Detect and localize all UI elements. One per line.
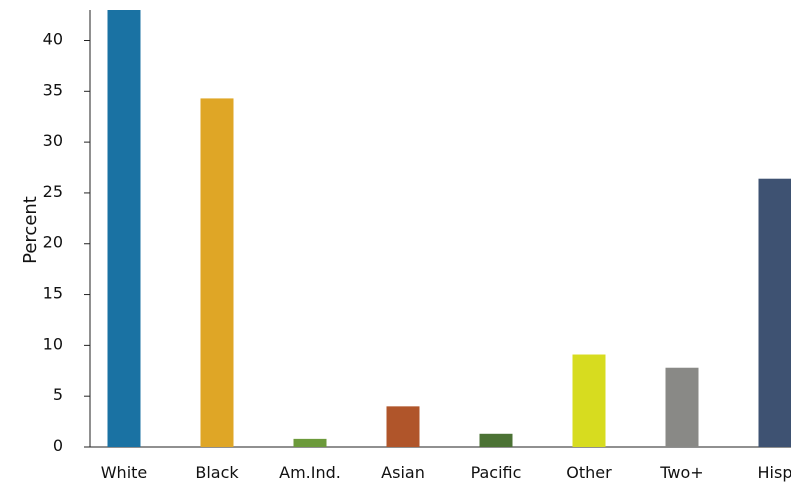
x-category-label: Hisp: [758, 463, 791, 482]
x-category-label: Pacific: [471, 463, 522, 482]
bar-pacific: [480, 434, 513, 447]
y-tick-label: 5: [53, 385, 63, 404]
bar-am-ind: [294, 439, 327, 447]
x-category-label: Asian: [381, 463, 425, 482]
x-category-label: Other: [566, 463, 612, 482]
y-tick-label: 30: [43, 131, 63, 150]
y-tick-label: 40: [43, 29, 63, 48]
y-tick-label: 35: [43, 80, 63, 99]
bars: [108, 10, 791, 447]
y-tick-label: 25: [43, 182, 63, 201]
y-tick-label: 0: [53, 436, 63, 455]
y-ticks: 0 5 10 15 20 25 30 35 40: [43, 29, 90, 455]
x-categories: White Black Am.Ind. Asian Pacific Other Two+ Hi…: [101, 463, 791, 482]
x-category-label: Am.Ind.: [279, 463, 341, 482]
y-tick-label: 20: [43, 233, 63, 252]
y-tick-label: 15: [43, 284, 63, 303]
y-axis-title: Percent: [20, 196, 41, 264]
bar-asian: [387, 406, 420, 447]
bar-white: [108, 10, 141, 447]
bar-hisp: [759, 179, 791, 447]
bar-other: [573, 355, 606, 447]
x-category-label: White: [101, 463, 148, 482]
x-category-label: Two+: [659, 463, 703, 482]
bar-black: [201, 98, 234, 447]
bar-two: [666, 368, 699, 447]
y-tick-label: 10: [43, 334, 63, 353]
x-category-label: Black: [195, 463, 239, 482]
